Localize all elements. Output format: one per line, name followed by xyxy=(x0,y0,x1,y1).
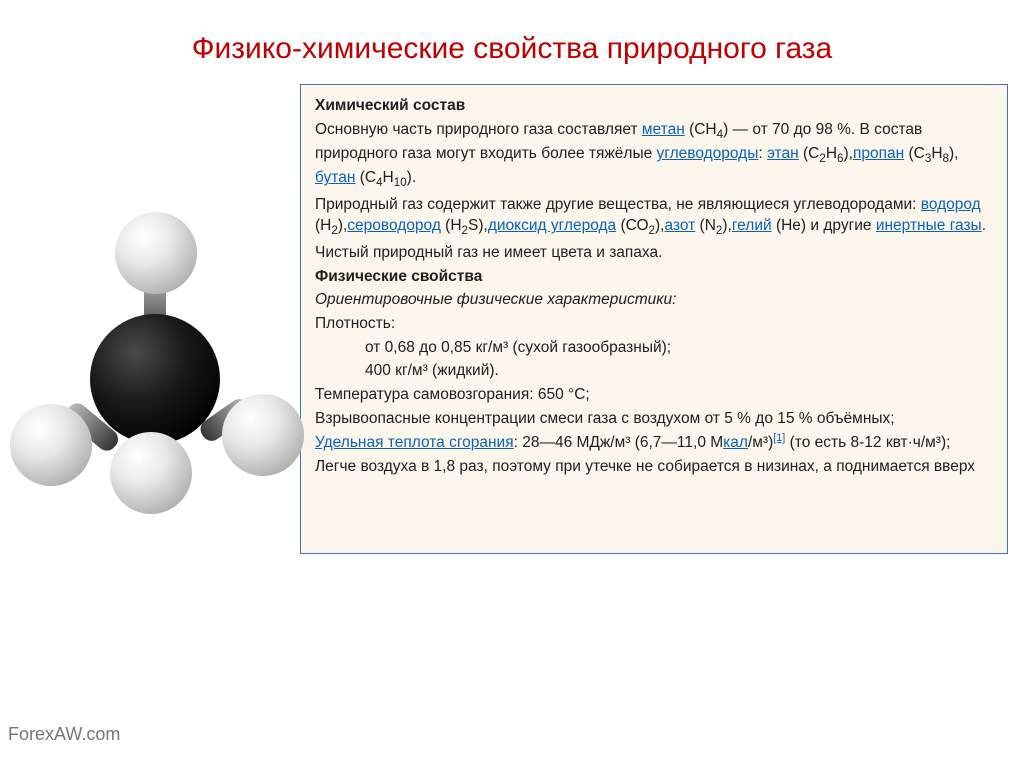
link-nitrogen[interactable]: азот xyxy=(664,217,695,234)
heat-of-combustion: Удельная теплота сгорания: 28—46 МДж/м³ … xyxy=(315,431,993,454)
autoignition: Температура самовозгорания: 650 °C; xyxy=(315,384,993,406)
phys-heading: Физические свойства xyxy=(315,268,482,285)
link-co2[interactable]: диоксид углерода xyxy=(488,217,616,234)
link-butane[interactable]: бутан xyxy=(315,169,355,186)
hydrogen-atom xyxy=(222,394,304,476)
chem-paragraph-2: Природный газ содержит также другие веще… xyxy=(315,194,993,240)
hydrogen-atom xyxy=(115,212,197,294)
chem-heading: Химический состав xyxy=(315,97,465,114)
phys-subheading: Ориентировочные физические характеристик… xyxy=(315,291,677,308)
link-hydrocarbons[interactable]: углеводороды xyxy=(657,145,759,162)
lighter-than-air: Легче воздуха в 1,8 раз, поэтому при уте… xyxy=(315,456,993,478)
hydrogen-atom xyxy=(10,404,92,486)
link-hydrogen[interactable]: водород xyxy=(921,196,981,213)
link-methane[interactable]: метан xyxy=(642,121,685,138)
link-heat-combustion[interactable]: Удельная теплота сгорания xyxy=(315,434,514,451)
link-inert-gases[interactable]: инертные газы xyxy=(876,217,982,234)
chem-paragraph-3: Чистый природный газ не имеет цвета и за… xyxy=(315,242,993,264)
link-h2s[interactable]: сероводород xyxy=(347,217,441,234)
density-dry: от 0,68 до 0,85 кг/м³ (сухой газообразны… xyxy=(315,337,993,359)
slide-title: Физико-химические свойства природного га… xyxy=(0,0,1024,84)
content-area: ForexAW.com Химический состав Основную ч… xyxy=(0,84,1024,554)
text-box: Химический состав Основную часть природн… xyxy=(300,84,1008,554)
link-cal[interactable]: кал xyxy=(723,434,748,451)
hydrogen-atom xyxy=(110,432,192,514)
link-ethane[interactable]: этан xyxy=(767,145,799,162)
explosive-range: Взрывоопасные концентрации смеси газа с … xyxy=(315,408,993,430)
molecule-column: ForexAW.com xyxy=(0,84,300,554)
chem-paragraph-1: Основную часть природного газа составляе… xyxy=(315,119,993,192)
link-helium[interactable]: гелий xyxy=(732,217,772,234)
link-ref-1[interactable]: [1] xyxy=(773,432,785,444)
watermark: ForexAW.com xyxy=(8,724,120,745)
density-liquid: 400 кг/м³ (жидкий). xyxy=(315,360,993,382)
carbon-atom xyxy=(90,314,220,444)
link-propane[interactable]: пропан xyxy=(853,145,904,162)
methane-molecule xyxy=(0,194,300,554)
density-label: Плотность: xyxy=(315,313,993,335)
